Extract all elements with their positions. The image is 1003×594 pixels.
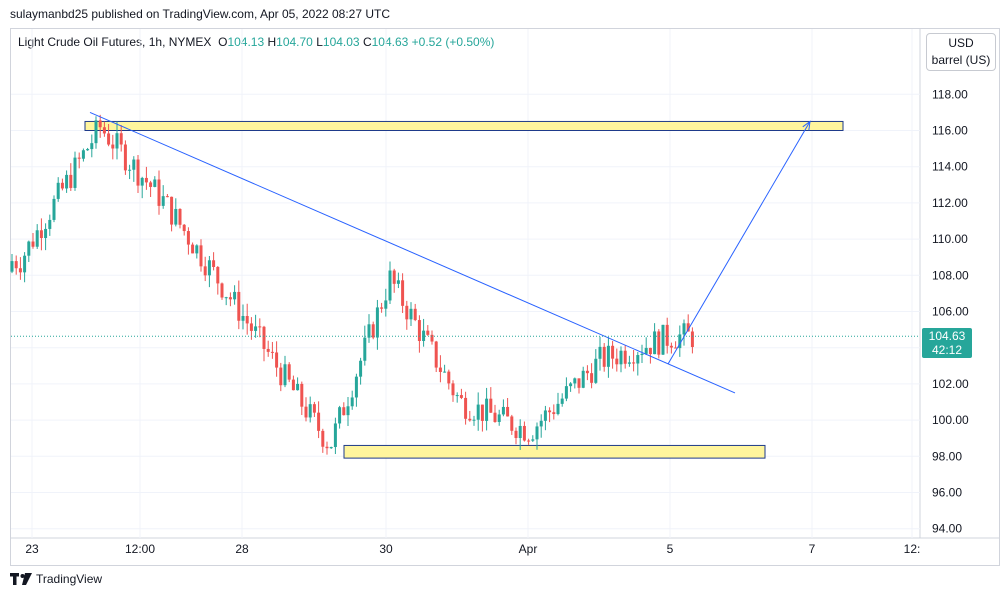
chart-frame [10,28,1000,566]
low-label: L [316,35,323,49]
symbol-label: Light Crude Oil Futures, 1h, NYMEX [18,35,212,49]
unit-selector[interactable]: USD barrel (US) [926,33,996,71]
open-value: 104.13 [227,35,265,49]
currency-label: USD [948,36,974,50]
last-price-tag: 104.63 42:12 [922,328,972,359]
high-value: 104.70 [276,35,313,49]
open-label: O [218,35,228,49]
change-value: +0.52 (+0.50%) [411,35,495,49]
tradingview-logo[interactable]: TradingView [10,572,102,586]
unit-label: barrel (US) [931,53,991,67]
brand-label: TradingView [36,572,103,586]
high-label: H [267,35,277,49]
publish-line: sulaymanbd25 published on TradingView.co… [10,7,391,21]
close-label: C [362,35,372,49]
tradingview-logo-icon [10,573,32,585]
chart-legend: Light Crude Oil Futures, 1h, NYMEX O104.… [18,35,494,49]
last-price-value: 104.63 [928,329,966,344]
bar-countdown: 42:12 [931,343,963,358]
low-value: 104.03 [322,35,360,49]
close-value: 104.63 [371,35,409,49]
